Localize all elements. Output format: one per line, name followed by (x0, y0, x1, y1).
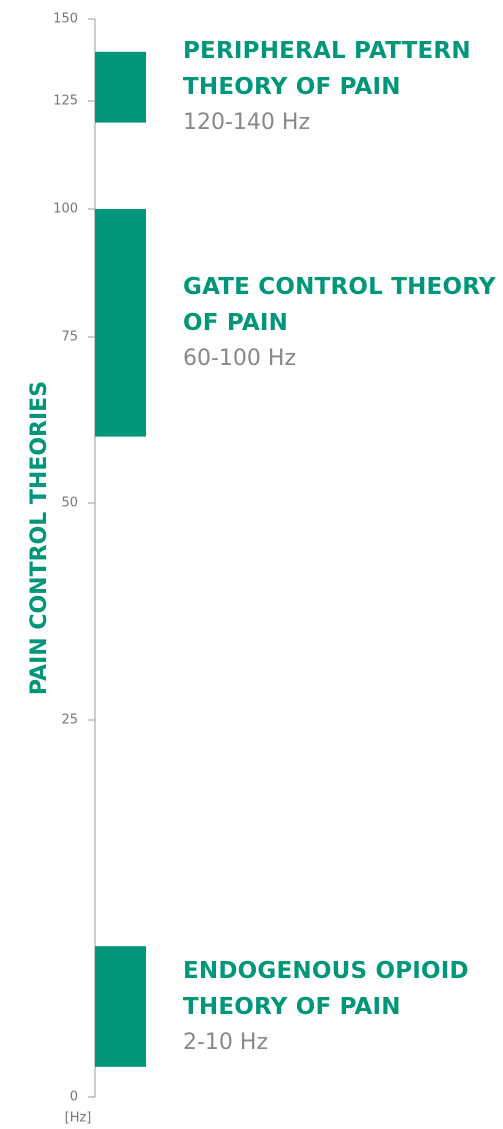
theory-name: ENDOGENOUS OPIOID THEORY OF PAIN (183, 957, 469, 1020)
y-tick-label: 100 (53, 202, 78, 217)
theory-label: PERIPHERAL PATTERN THEORY OF PAIN 120-140… (183, 33, 501, 141)
range-bar (95, 946, 146, 1067)
theory-label: GATE CONTROL THEORY OF PAIN 60-100 Hz (183, 269, 501, 377)
y-unit: [Hz] (65, 1111, 92, 1126)
y-axis-label: PAIN CONTROL THEORIES (27, 381, 52, 695)
range-label: 60-100 Hz (183, 345, 297, 371)
y-tick-label: 0 (70, 1090, 78, 1105)
range-label: 2-10 Hz (183, 1029, 269, 1055)
y-tick-label: 75 (61, 330, 78, 345)
theory-name: PERIPHERAL PATTERN THEORY OF PAIN (183, 38, 471, 101)
y-tick-label: 25 (61, 713, 78, 728)
y-tick-label: 125 (53, 94, 78, 109)
range-label: 120-140 Hz (183, 110, 311, 136)
y-tick-label: 50 (61, 496, 78, 511)
theory-name: GATE CONTROL THEORY OF PAIN (183, 273, 496, 336)
range-bar (95, 209, 146, 437)
range-bar (95, 51, 146, 123)
y-tick-label: 150 (53, 12, 78, 27)
theory-label: ENDOGENOUS OPIOID THEORY OF PAIN 2-10 Hz (183, 953, 501, 1061)
